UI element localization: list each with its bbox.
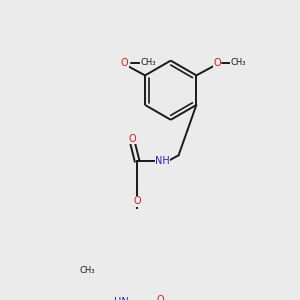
Text: CH₃: CH₃ xyxy=(230,58,245,68)
Text: CH₃: CH₃ xyxy=(140,58,156,68)
Text: NH: NH xyxy=(155,156,170,166)
Text: O: O xyxy=(133,196,141,206)
Text: HN: HN xyxy=(113,297,128,300)
Text: O: O xyxy=(213,58,221,68)
Text: CH₃: CH₃ xyxy=(79,266,94,275)
Text: O: O xyxy=(156,295,164,300)
Text: O: O xyxy=(121,58,128,68)
Text: O: O xyxy=(129,134,136,144)
